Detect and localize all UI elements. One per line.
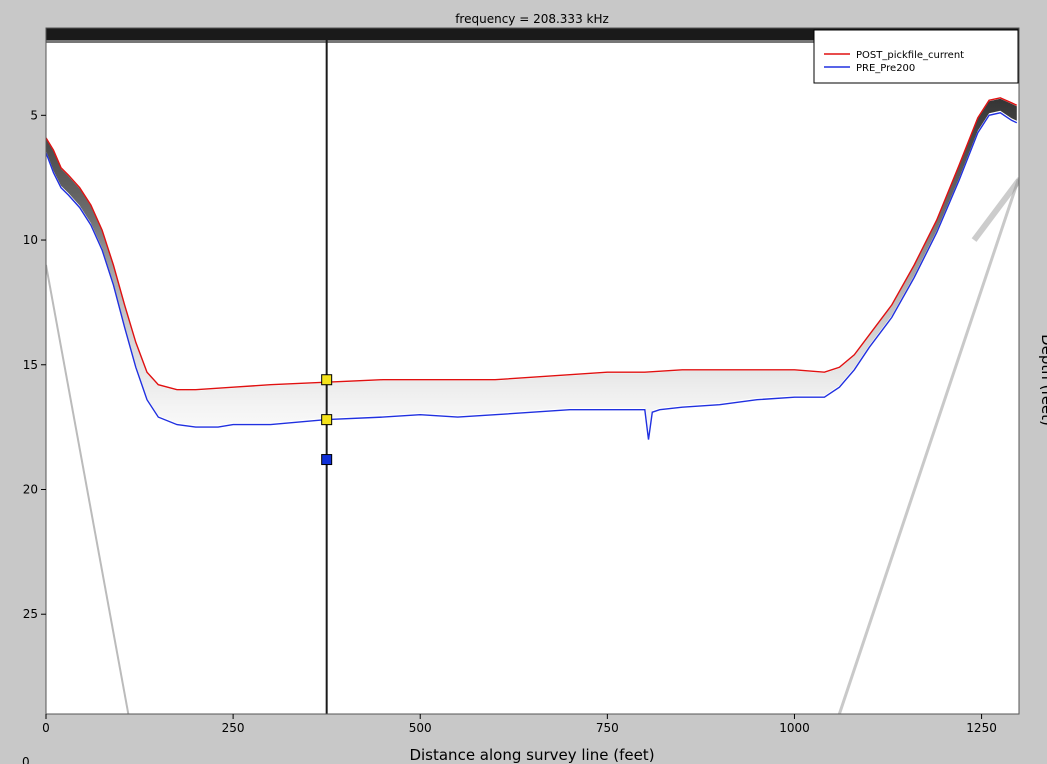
right-reflection-streak-2 xyxy=(971,178,1019,242)
y-tick-label: 15 xyxy=(23,358,38,372)
x-tick-label: 250 xyxy=(222,721,245,735)
legend-label-pre: PRE_Pre200 xyxy=(856,63,915,74)
x-axis-title: Distance along survey line (feet) xyxy=(409,746,654,764)
surface-noise-fade xyxy=(46,40,1019,43)
y-tick-label: 25 xyxy=(23,607,38,621)
x-tick-label: 1250 xyxy=(966,721,997,735)
series-layer xyxy=(46,97,1018,440)
y-axis-title: Depth (feet) xyxy=(1038,334,1047,426)
echogram-backscatter xyxy=(46,28,1019,714)
series-line-post xyxy=(46,97,1018,391)
series-line-pre xyxy=(46,112,1018,440)
legend-label-post: POST_pickfile_current xyxy=(856,50,964,61)
left-reflection-streak xyxy=(46,264,130,714)
cursor-marker-1[interactable] xyxy=(321,374,333,386)
cursor-layer xyxy=(321,28,333,714)
x-tick-label: 0 xyxy=(42,721,50,735)
cursor-marker-3[interactable] xyxy=(321,454,333,466)
x-tick-label: 500 xyxy=(409,721,432,735)
chart-title: frequency = 208.333 kHz xyxy=(455,12,609,26)
y-tick-label: 10 xyxy=(23,233,38,247)
y-tick-label: 5 xyxy=(30,108,38,122)
right-reflection-streak xyxy=(837,177,1019,714)
x-axis: 0 250 500 750 1000 1250 xyxy=(42,714,997,735)
y-axis: 5 10 15 20 25 xyxy=(23,108,46,621)
legend-box xyxy=(813,29,1019,84)
bottom-left-glyph: 0 xyxy=(22,755,30,764)
cursor-marker-2[interactable] xyxy=(321,414,333,426)
x-tick-label: 1000 xyxy=(779,721,810,735)
x-tick-label: 750 xyxy=(596,721,619,735)
plot-frame xyxy=(45,27,1020,715)
y-tick-label: 20 xyxy=(23,482,38,496)
legend: POST_pickfile_current PRE_Pre200 xyxy=(813,29,1019,84)
surface-noise-band xyxy=(46,28,1019,40)
plot-area[interactable] xyxy=(46,28,1019,714)
